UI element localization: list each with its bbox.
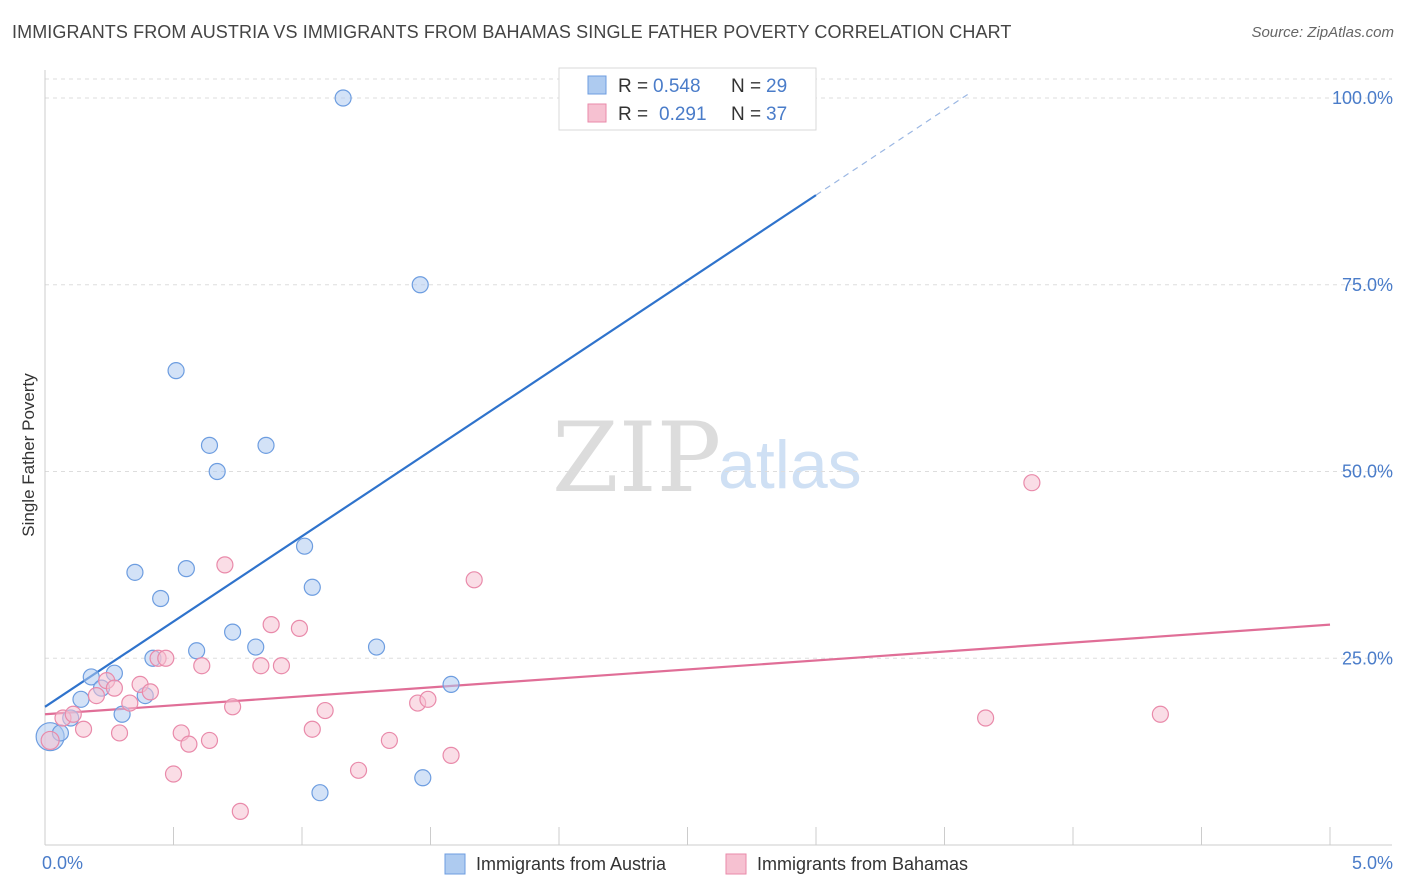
point-austria-27 [442, 675, 460, 693]
point-austria-8 [126, 563, 144, 581]
point-bahamas-24 [290, 619, 309, 637]
point-bahamas-30 [419, 690, 437, 708]
trend-line-austria [44, 194, 817, 708]
x-tick-label-min: 0.0% [42, 853, 83, 873]
point-austria-3 [72, 690, 90, 708]
point-bahamas-33 [977, 709, 995, 727]
point-bahamas-19 [224, 698, 242, 716]
point-austria-22 [311, 784, 329, 802]
point-austria-17 [224, 623, 242, 641]
point-bahamas-34 [1023, 474, 1041, 492]
x-tick-label-max: 5.0% [1352, 853, 1393, 873]
point-austria-11 [152, 589, 170, 608]
stats-legend: R = 0.548 N = 29 R = 0.291 N = 37 [558, 67, 817, 131]
legend-austria-n-value: 29 [766, 76, 787, 97]
axes [44, 70, 1392, 846]
point-bahamas-28 [380, 731, 398, 750]
legend-bahamas-n-value: 37 [766, 104, 787, 125]
point-austria-15 [200, 436, 219, 454]
y-axis-title: Single Father Poverty [19, 373, 38, 537]
trend-extension-austria [815, 92, 971, 196]
legend-bahamas-r-label: R = [618, 104, 648, 125]
series-legend-label-bahamas: Immigrants from Bahamas [757, 854, 968, 874]
legend-bahamas-r-value: 0.291 [659, 104, 707, 125]
point-austria-23 [334, 89, 352, 107]
y-tick-label-50: 50.0% [1342, 462, 1393, 482]
point-austria-18 [247, 638, 265, 656]
point-bahamas-0 [40, 730, 60, 751]
watermark-atlas: atlas [718, 427, 862, 503]
point-bahamas-25 [303, 720, 321, 738]
point-austria-14 [188, 642, 206, 660]
point-bahamas-7 [110, 724, 129, 742]
point-bahamas-27 [349, 761, 368, 779]
legend-austria-r-value: 0.548 [653, 76, 701, 97]
point-austria-20 [295, 537, 314, 555]
point-austria-12 [167, 362, 185, 380]
point-bahamas-15 [180, 735, 198, 753]
point-bahamas-2 [64, 705, 82, 723]
legend-swatch-bahamas [587, 103, 607, 123]
point-bahamas-23 [272, 657, 291, 675]
point-bahamas-31 [442, 746, 460, 764]
point-bahamas-26 [316, 701, 334, 720]
point-bahamas-16 [193, 657, 211, 675]
point-bahamas-22 [262, 616, 280, 634]
source-credit: Source: ZipAtlas.com [1251, 24, 1394, 41]
series-legend: Immigrants from Austria Immigrants from … [444, 853, 968, 875]
series-legend-swatch-bahamas [725, 853, 747, 875]
watermark-zip: ZIP [552, 402, 721, 514]
point-bahamas-20 [231, 802, 249, 820]
point-bahamas-6 [105, 679, 123, 697]
point-bahamas-10 [141, 683, 159, 701]
point-bahamas-13 [164, 765, 183, 783]
trend-line-bahamas [44, 623, 1331, 716]
point-austria-26 [414, 769, 432, 787]
legend-bahamas-n-label: N = [731, 104, 761, 125]
point-bahamas-4 [87, 686, 106, 705]
y-tick-label-75: 75.0% [1342, 275, 1393, 295]
point-bahamas-18 [216, 556, 234, 574]
point-bahamas-21 [252, 657, 270, 675]
point-austria-13 [177, 560, 195, 578]
series-legend-label-austria: Immigrants from Austria [476, 854, 667, 874]
point-bahamas-35 [1151, 705, 1169, 723]
point-austria-25 [411, 276, 429, 294]
point-austria-19 [257, 436, 275, 454]
point-bahamas-32 [465, 571, 483, 589]
legend-swatch-austria [587, 75, 607, 95]
legend-austria-n-label: N = [731, 76, 761, 97]
gridlines [45, 78, 1392, 659]
legend-austria-r-label: R = [618, 76, 648, 97]
trend-lines [44, 92, 1331, 716]
point-bahamas-17 [200, 731, 219, 750]
y-tick-label-25: 25.0% [1342, 648, 1393, 668]
point-austria-24 [367, 638, 386, 656]
point-bahamas-12 [157, 649, 175, 667]
y-tick-label-100: 100.0% [1332, 88, 1393, 108]
point-bahamas-8 [121, 694, 139, 712]
point-austria-21 [303, 578, 321, 596]
series-legend-swatch-austria [444, 853, 466, 875]
point-austria-16 [208, 462, 226, 481]
chart-title: IMMIGRANTS FROM AUSTRIA VS IMMIGRANTS FR… [12, 22, 1012, 42]
tick-labels: 25.0% 50.0% 75.0% 100.0% 0.0% 5.0% [42, 88, 1393, 873]
point-bahamas-3 [74, 720, 93, 738]
